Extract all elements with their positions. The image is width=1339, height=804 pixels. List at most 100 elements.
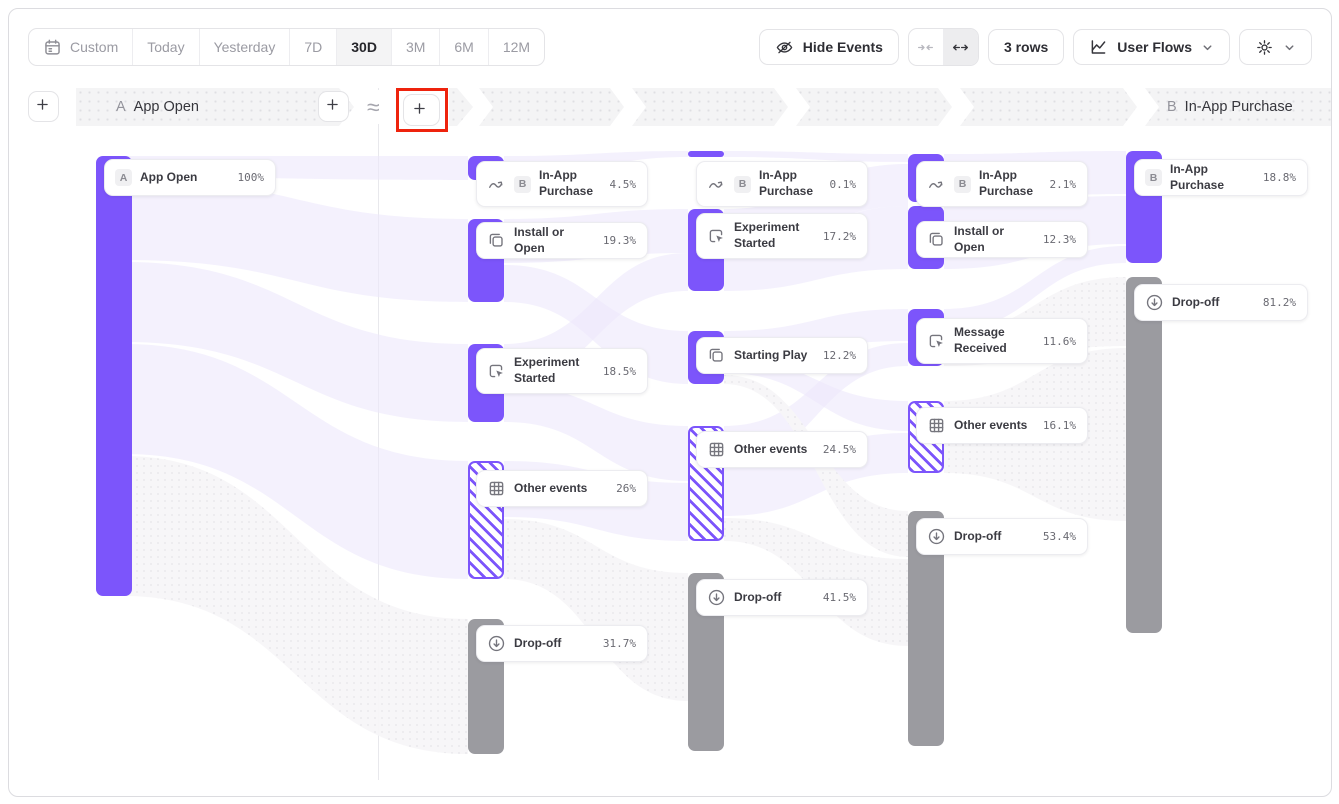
flow-node-bar[interactable] [1126,277,1162,633]
flow-node-card[interactable]: Drop-off 81.2% [1134,284,1308,321]
view-type-dropdown[interactable]: User Flows [1073,29,1230,65]
flow-node-card[interactable]: Other events 16.1% [916,407,1088,444]
date-range-7d[interactable]: 7D [290,29,338,65]
flow-node-label: Starting Play [734,347,808,362]
step-a-letter: A [116,99,126,115]
step-a-header[interactable]: A App Open [76,88,354,126]
flow-node-card[interactable]: B In-App Purchase 2.1% [916,161,1088,207]
date-range-label: 3M [405,39,426,55]
flow-node-label: In-App Purchase [979,168,1034,198]
click-icon [707,227,726,246]
flow-ribbon [124,179,468,302]
collapse-columns-button[interactable] [909,29,943,65]
flow-node-label: Other events [954,417,1028,432]
date-range-custom[interactable]: Custom [29,29,134,65]
flow-node-bar[interactable] [688,151,724,157]
approx-separator: ≈ [364,90,383,124]
date-range-12m[interactable]: 12M [489,29,544,65]
event-badge-b: B [954,175,971,193]
step-segment [632,88,788,126]
plus-icon [35,97,52,116]
flow-node-percentage: 12.2% [822,349,856,362]
flow-node-card[interactable]: B In-App Purchase 18.8% [1134,159,1308,196]
flow-node-label: Drop-off [954,528,1002,543]
add-step-after-a-button[interactable] [318,91,349,122]
flow-ribbon [504,519,688,701]
plus-icon [325,97,342,116]
toolbar-right: Hide Events 3 rows User Flows [758,28,1312,66]
add-step-expanded-button[interactable] [403,94,440,126]
flow-node-card[interactable]: Install or Open 19.3% [476,222,648,259]
view-type-label: User Flows [1117,39,1192,55]
flow-node-bar[interactable] [96,156,132,596]
event-badge-b: B [514,175,531,193]
rows-button[interactable]: 3 rows [987,29,1065,65]
date-range-yesterday[interactable]: Yesterday [200,29,291,65]
flow-ribbon [944,246,1126,331]
dropoff-icon [927,527,946,546]
eye-off-icon [775,38,794,57]
flow-node-card[interactable]: Drop-off 41.5% [696,579,868,616]
flow-node-card[interactable]: Install or Open 12.3% [916,221,1088,258]
flow-node-percentage: 4.5% [609,177,637,191]
expand-columns-button[interactable] [942,29,978,65]
flow-node-card[interactable]: Other events 24.5% [696,431,868,468]
date-range-3m[interactable]: 3M [392,29,441,65]
flow-node-card[interactable]: Experiment Started 17.2% [696,213,868,259]
flow-node-card[interactable]: Other events 26% [476,470,648,507]
date-range-label: 7D [304,39,323,55]
flow-node-label: Other events [514,480,588,495]
gear-icon [1255,38,1274,57]
copy-icon [927,230,946,249]
step-b-label: In-App Purchase [1184,99,1293,115]
date-range-6m[interactable]: 6M [440,29,489,65]
hide-events-button[interactable]: Hide Events [758,29,899,65]
flow-node-card[interactable]: A App Open 100% [104,159,276,196]
add-step-before-button[interactable] [28,91,59,122]
flow-node-card[interactable]: B In-App Purchase 0.1% [696,161,868,207]
step-b-header[interactable]: B In-App Purchase [1145,88,1331,126]
chevron-down-icon [1283,41,1296,54]
flow-node-label: Drop-off [1172,294,1220,309]
flow-node-percentage: 2.1% [1049,177,1077,191]
flow-ribbon [504,385,688,481]
step-segment [796,88,952,126]
trend-icon [927,175,946,194]
arrows-inward-icon [916,38,935,57]
flow-node-percentage: 53.4% [1042,530,1076,543]
step-b-letter: B [1167,99,1177,115]
chevron-down-icon [1201,41,1214,54]
flow-ribbon [124,456,468,754]
flow-node-card[interactable]: B In-App Purchase 4.5% [476,161,648,207]
flow-node-percentage: 41.5% [822,591,856,604]
date-range-today[interactable]: Today [133,29,200,65]
flow-node-label: In-App Purchase [539,168,594,198]
date-range-label: Custom [70,39,119,55]
flow-ribbon [124,262,468,422]
flow-ribbon [724,151,908,162]
copy-icon [487,231,506,250]
settings-dropdown[interactable] [1239,29,1312,65]
dropoff-icon [707,588,726,607]
flow-node-label: In-App Purchase [1170,161,1225,192]
grid-icon [927,416,946,435]
flow-node-card[interactable]: Starting Play 12.2% [696,337,868,374]
date-range-30d[interactable]: 30D [337,29,392,65]
flow-node-percentage: 16.1% [1042,419,1076,432]
flow-node-card[interactable]: Message Received 11.6% [916,318,1088,364]
flow-node-percentage: 11.6% [1042,334,1076,348]
flow-node-label: Install or Open [954,223,1005,254]
event-badge-a: A [115,169,132,186]
flow-node-percentage: 18.5% [602,364,636,378]
calendar-icon [43,38,62,57]
flow-node-card[interactable]: Drop-off 53.4% [916,518,1088,555]
date-range-label: Today [147,39,185,55]
date-range-label: 12M [502,39,531,55]
flow-node-card[interactable]: Experiment Started 18.5% [476,348,648,394]
copy-icon [707,346,726,365]
step-a-label: App Open [133,99,199,115]
event-badge-b: B [1145,169,1162,186]
flow-node-card[interactable]: Drop-off 31.7% [476,625,648,662]
hide-events-label: Hide Events [802,39,883,55]
flow-node-percentage: 12.3% [1042,233,1076,246]
